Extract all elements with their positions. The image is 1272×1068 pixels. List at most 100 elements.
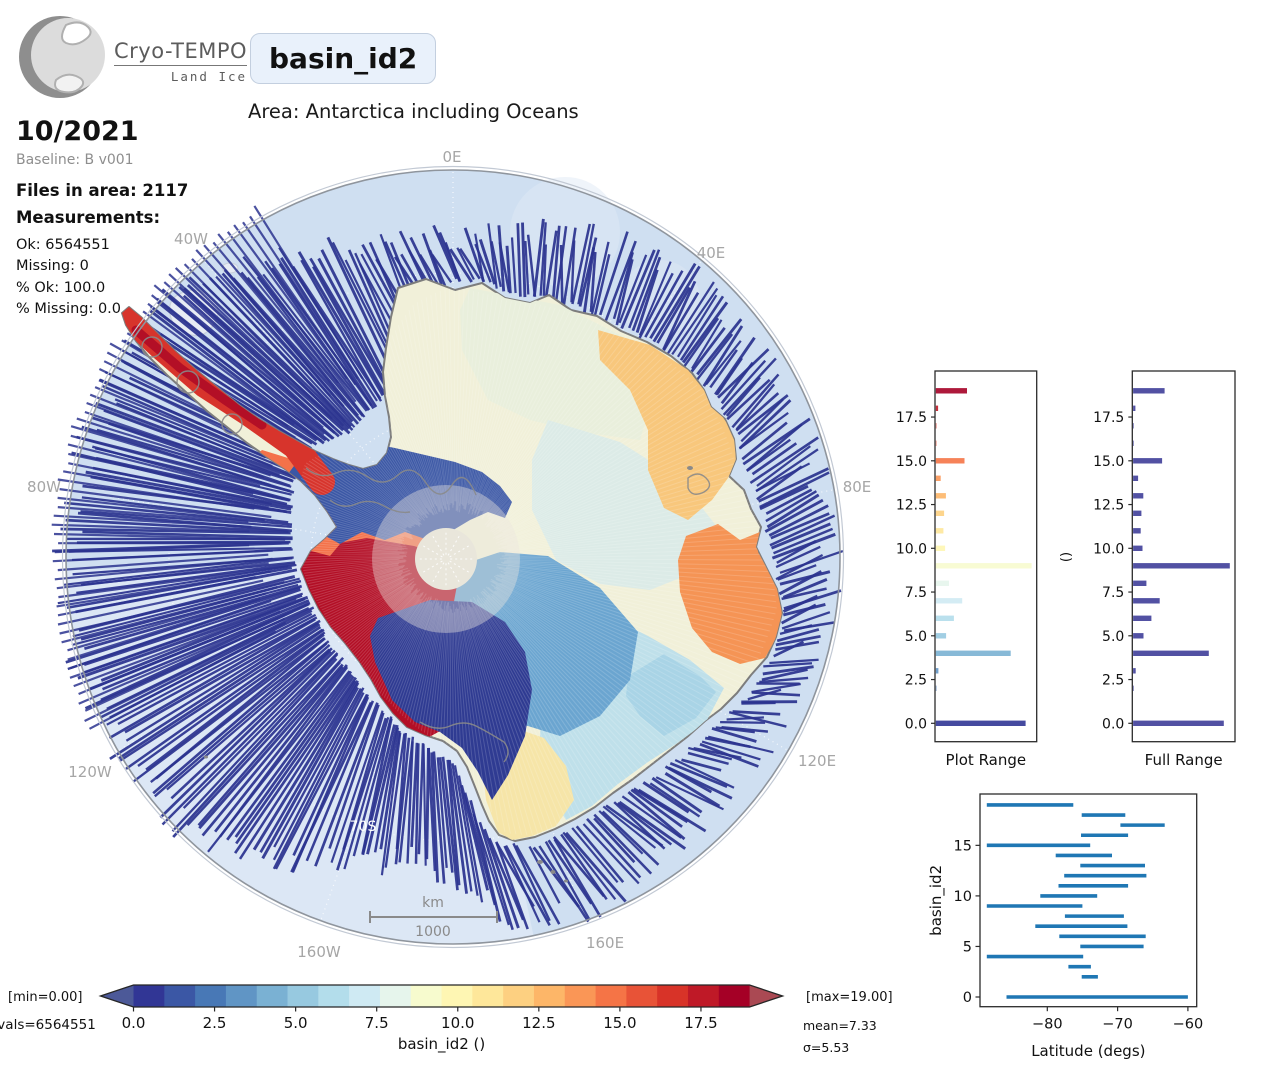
hist-bar-basin-15 [1133, 458, 1162, 463]
colorbar-cell-5 [288, 985, 319, 1007]
hist-bar-basin-9 [936, 563, 1032, 568]
hist-bar-basin-0 [1133, 721, 1224, 726]
graticule-label-160W: 160W [297, 943, 341, 961]
hist-bar-basin-8 [1133, 581, 1146, 586]
hist-bar-basin-13 [1133, 493, 1143, 498]
hist-ytick-label: 0.0 [1102, 716, 1124, 732]
lat-xtick-label: −60 [1173, 1017, 1204, 1033]
colorbar-cell-7 [349, 985, 380, 1007]
files-in-area-label: Files in area: 2117 [16, 181, 188, 200]
hist-bar-basin-13 [936, 493, 946, 498]
latitude-ring-label: 70S [350, 819, 377, 835]
baseline-label: Baseline: B v001 [16, 152, 134, 168]
lat-xtick-label: −80 [1032, 1017, 1063, 1033]
hist-bar-basin-5 [936, 633, 946, 638]
hist-ytick-label: 7.5 [1102, 585, 1124, 601]
hist-ytick-label: 17.5 [1093, 410, 1124, 426]
graticule-label-80W: 80W [27, 478, 61, 496]
stat-line: % Ok: 100.0 [16, 278, 121, 299]
hist-bar-basin-5 [1133, 633, 1143, 638]
hist-bar-basin-10 [936, 546, 945, 551]
lat-ytick-label: 5 [963, 939, 972, 955]
hist-ytick-label: 10.0 [896, 541, 927, 557]
hist-bar-basin-16 [936, 441, 937, 446]
colorbar-cell-16 [626, 985, 657, 1007]
hist-ylabel: () [1059, 552, 1074, 562]
colorbar-cell-8 [380, 985, 411, 1007]
hist-ytick-label: 2.5 [905, 673, 927, 689]
colorbar-cell-17 [657, 985, 688, 1007]
hist-ytick-label: 15.0 [1093, 454, 1124, 470]
colorbar-cell-18 [688, 985, 719, 1007]
hist-bar-basin-12 [1133, 511, 1141, 516]
colorbar-tick-label: 17.5 [684, 1014, 717, 1032]
colorbar-tick-label: 2.5 [203, 1014, 227, 1032]
colorbar-tick-label: 12.5 [522, 1014, 555, 1032]
area-label: Area: Antarctica including Oceans [248, 100, 579, 123]
lat-ytick-label: 15 [954, 838, 972, 854]
period-label: 10/2021 [16, 116, 139, 147]
hist-bar-basin-18 [1133, 406, 1135, 411]
logo-subtitle: Land Ice [114, 69, 247, 84]
hist-bar-basin-8 [936, 581, 949, 586]
hist-bar-basin-3 [1133, 668, 1136, 673]
hist-ytick-label: 0.0 [905, 716, 927, 732]
hist-bar-basin-17 [936, 423, 937, 428]
colorbar-cell-6 [318, 985, 349, 1007]
hist-bar-basin-14 [1133, 476, 1138, 481]
hist-bar-basin-2 [936, 686, 937, 691]
colorbar-cell-14 [565, 985, 596, 1007]
hist-bar-basin-19 [1133, 388, 1165, 393]
lat-ytick-label: 10 [954, 889, 972, 905]
colorbar-tick-label: 15.0 [603, 1014, 636, 1032]
stat-line: % Missing: 0.0 [16, 299, 121, 320]
colorbar-cell-4 [257, 985, 288, 1007]
hist-bar-basin-11 [1133, 528, 1141, 533]
colorbar-cell-12 [503, 985, 534, 1007]
colorbar-cell-2 [195, 985, 226, 1007]
colorbar-cell-0 [134, 985, 165, 1007]
hist-ytick-label: 7.5 [905, 585, 927, 601]
colorbar-axis-label: basin_id2 () [398, 1035, 485, 1054]
hist-ytick-label: 15.0 [896, 454, 927, 470]
hist-ytick-label: 5.0 [905, 629, 927, 645]
colorbar-cell-15 [596, 985, 627, 1007]
hist-bar-basin-4 [1133, 651, 1209, 656]
cryo-tempo-globe-icon [14, 10, 106, 102]
variable-title-chip: basin_id2 [250, 33, 436, 84]
hist-bar-basin-14 [936, 476, 941, 481]
hist-ytick-label: 2.5 [1102, 673, 1124, 689]
measurements-label: Measurements: [16, 208, 160, 227]
hist-bar-basin-16 [1133, 441, 1134, 446]
graticule-label-40E: 40E [697, 244, 726, 262]
hist-bar-basin-17 [1133, 423, 1134, 428]
hist-bar-basin-7 [936, 598, 962, 603]
hist-bar-basin-15 [936, 458, 965, 463]
colorbar-mean-label: mean=7.33 [803, 1018, 877, 1033]
colorbar-cell-13 [534, 985, 565, 1007]
colorbar-vals-label: #vals=6564551 [0, 1017, 96, 1033]
hist-ytick-label: 12.5 [1093, 498, 1124, 514]
hist-bar-basin-6 [936, 616, 954, 621]
colorbar-tick-label: 5.0 [284, 1014, 308, 1032]
stat-line: Missing: 0 [16, 256, 121, 277]
hist-bar-basin-19 [936, 388, 967, 393]
app-logo: Cryo-TEMPO Land Ice [14, 10, 247, 102]
colorbar-cell-11 [472, 985, 503, 1007]
hist-ytick-label: 5.0 [1102, 629, 1124, 645]
colorbar-tick-label: 0.0 [122, 1014, 146, 1032]
hist-bar-basin-6 [1133, 616, 1151, 621]
graticule-label-0E: 0E [442, 148, 461, 166]
hist-ytick-label: 17.5 [896, 410, 927, 426]
hist-bar-basin-11 [936, 528, 944, 533]
lat-xlabel: Latitude (degs) [1031, 1042, 1145, 1060]
hist-bar-basin-7 [1133, 598, 1160, 603]
colorbar-cell-9 [411, 985, 442, 1007]
lat-ytick-label: 0 [963, 990, 972, 1006]
colorbar-max-label: [max=19.00] [806, 990, 893, 1005]
hist-title: Plot Range [946, 751, 1027, 769]
hist-bar-basin-0 [936, 721, 1026, 726]
